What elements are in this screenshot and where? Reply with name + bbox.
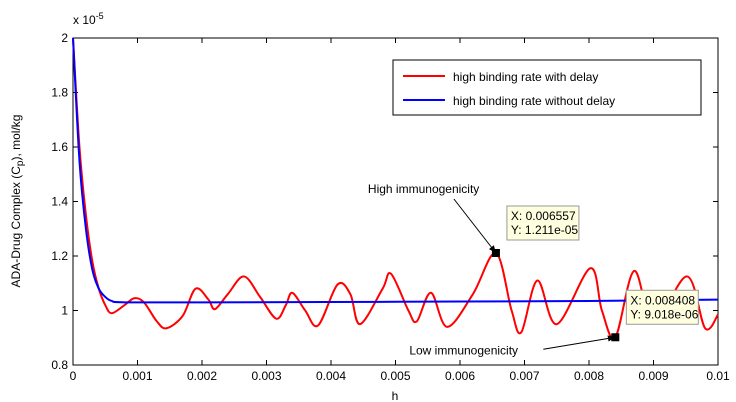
y-tick-label: 1.4 <box>51 195 68 209</box>
datatip-note: High immunogenicity <box>368 182 479 196</box>
y-tick-label: 2 <box>61 31 68 45</box>
datatip-box <box>625 289 699 325</box>
datatip-box <box>506 205 580 241</box>
x-tick-label: 0.009 <box>638 369 668 383</box>
legend-label: high binding rate without delay <box>453 94 615 108</box>
legend-label: high binding rate with delay <box>453 70 598 84</box>
y-multiplier-base: x 10 <box>73 13 96 27</box>
y-label-part: ADA-Drug Complex (C <box>9 166 23 288</box>
x-tick-label: 0.007 <box>509 369 539 383</box>
x-tick-label: 0.002 <box>187 369 217 383</box>
x-tick-label: 0.008 <box>574 369 604 383</box>
y-tick-label: 1.8 <box>51 86 68 100</box>
datatip-marker <box>611 333 620 342</box>
legend-box <box>392 59 702 116</box>
y-label-part: ), mol/kg <box>9 115 23 161</box>
x-tick-label: 0.005 <box>380 369 410 383</box>
x-tick-label: 0.004 <box>316 369 346 383</box>
series-line <box>72 37 719 304</box>
x-tick-label: 0.001 <box>122 369 152 383</box>
datatip-marker <box>491 249 500 258</box>
x-axis-label: h <box>392 389 399 402</box>
y-tick-label: 1.6 <box>51 140 68 154</box>
datatip-x: X: 0.006557 <box>511 209 576 223</box>
y-label-subscript: p <box>15 160 26 166</box>
x-tick-label: 0.01 <box>706 369 730 383</box>
y-tick-label: 1 <box>61 304 68 318</box>
y-multiplier-exponent: -5 <box>96 11 104 21</box>
y-tick-label: 0.8 <box>51 358 68 372</box>
datatip-y: Y: 9.018e-06 <box>630 307 698 321</box>
datatip-y: Y: 1.211e-05 <box>511 223 578 237</box>
y-multiplier: x 10-5 <box>73 11 104 27</box>
annotation-arrow <box>543 336 616 350</box>
x-tick-label: 0.006 <box>445 369 475 383</box>
x-tick-label: 0 <box>70 369 77 383</box>
datatip-note: Low immunogenicity <box>409 343 518 357</box>
datatip-x: X: 0.008408 <box>630 293 695 307</box>
x-tick-label: 0.003 <box>251 369 281 383</box>
y-axis-label: ADA-Drug Complex (Cp), mol/kg <box>9 115 26 288</box>
annotation-arrow <box>453 198 497 254</box>
y-tick-label: 1.2 <box>51 249 68 263</box>
